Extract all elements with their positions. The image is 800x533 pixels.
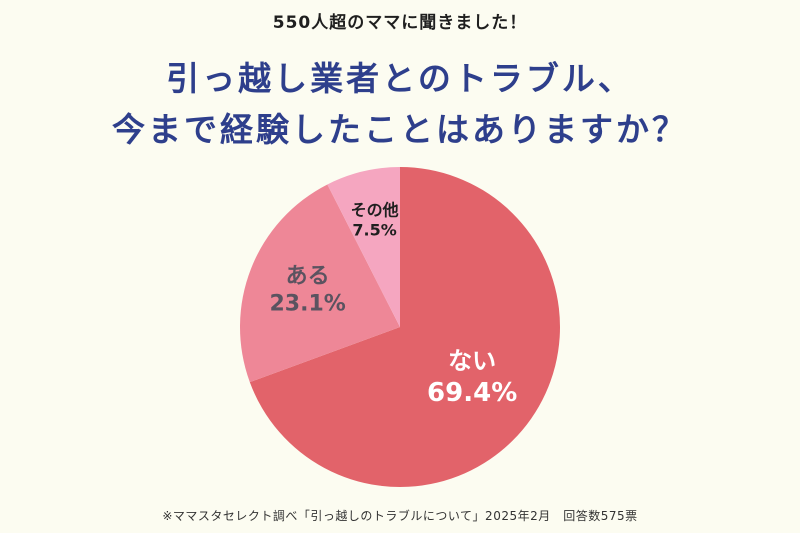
source-note: ※ママスタセレクト調べ「引っ越しのトラブルについて」2025年2月 回答数575… [162,509,638,523]
chart-title-line2: 今まで経験したことはありますか？ [112,110,688,149]
pie-slice-2 [239,184,400,383]
slice-value-2: 23.1% [269,292,345,317]
chart-title-line1: 引っ越し業者とのトラブル、 [166,59,634,98]
slice-value-3: 7.5% [352,221,396,240]
pie-slice-1 [249,167,560,487]
pie-slice-3 [327,167,400,327]
slice-label-2: ある [286,264,330,289]
slice-label-3: その他 [351,201,399,220]
survey-banner: 550人超のママに聞きました！ [272,13,528,33]
slice-label-1: ない [448,347,496,375]
slice-value-1: 69.4% [427,378,517,408]
